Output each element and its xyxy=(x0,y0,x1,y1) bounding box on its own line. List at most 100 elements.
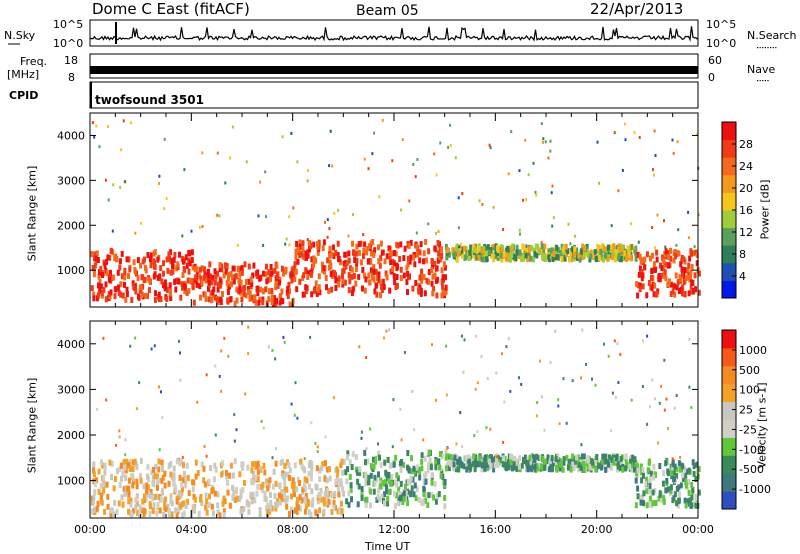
velocity-data-cell xyxy=(261,487,265,493)
power-data-cell xyxy=(133,269,137,275)
velocity-data-cell xyxy=(332,499,336,506)
velocity-data-cell xyxy=(127,491,131,498)
power-data-cell xyxy=(229,271,233,277)
power-data-cell xyxy=(475,247,479,254)
velocity-data-cell xyxy=(630,462,634,469)
nave-key-dot xyxy=(764,80,766,82)
velocity-data-cell xyxy=(550,455,554,461)
power-data-cell xyxy=(652,291,656,298)
velocity-data-cell xyxy=(547,466,551,473)
power-data-cell xyxy=(127,273,130,280)
power-sparse-cell xyxy=(236,243,239,247)
power-data-cell xyxy=(210,279,214,286)
velocity-data-cell xyxy=(282,474,286,481)
power-data-cell xyxy=(147,277,151,284)
power-data-cell xyxy=(256,285,260,292)
power-sparse-cell xyxy=(284,242,287,246)
velocity-data-cell xyxy=(328,466,331,473)
power-data-cell xyxy=(312,287,316,294)
freq-panel xyxy=(89,53,699,79)
velocity-data-cell xyxy=(395,481,399,488)
power-data-cell xyxy=(258,275,262,282)
velocity-sparse-cell xyxy=(196,400,199,404)
velocity-sparse-cell xyxy=(431,343,433,347)
velocity-data-cell xyxy=(197,511,201,517)
velocity-data-cell xyxy=(113,476,117,482)
power-data-cell xyxy=(479,253,483,260)
velocity-data-cell xyxy=(242,505,246,512)
power-sparse-cell xyxy=(288,243,291,247)
velocity-data-cell xyxy=(573,458,577,465)
velocity-data-cell xyxy=(178,460,182,467)
power-data-cell xyxy=(223,262,227,269)
velocity-data-cell xyxy=(258,507,262,513)
power-data-cell xyxy=(280,298,283,305)
velocity-data-cell xyxy=(398,460,402,467)
power-data-cell xyxy=(480,251,484,258)
velocity-sparse-cell xyxy=(549,360,552,364)
velocity-sparse-cell xyxy=(473,434,476,438)
velocity-sparse-cell xyxy=(445,447,448,450)
velocity-data-cell xyxy=(400,494,404,501)
velocity-data-cell xyxy=(526,459,530,466)
velocity-data-cell xyxy=(325,477,329,484)
velocity-data-cell xyxy=(127,498,131,505)
power-data-cell xyxy=(278,279,281,286)
velocity-data-cell xyxy=(184,475,188,482)
velocity-data-cell xyxy=(378,496,382,503)
velocity-data-cell xyxy=(444,449,448,456)
power-data-cell xyxy=(195,281,199,288)
power-data-cell xyxy=(518,249,522,256)
power-data-cell xyxy=(597,254,601,261)
power-data-cell xyxy=(599,248,603,255)
power-data-cell xyxy=(393,279,397,285)
power-sparse-cell xyxy=(93,135,96,139)
power-data-cell xyxy=(147,287,151,294)
power-data-cell xyxy=(310,256,314,263)
velocity-data-cell xyxy=(124,467,128,474)
velocity-sparse-cell xyxy=(554,329,557,333)
velocity-data-cell xyxy=(274,505,278,512)
velocity-data-cell xyxy=(591,459,594,466)
velocity-data-cell xyxy=(631,454,635,461)
velocity-data-cell xyxy=(457,466,461,473)
power-sparse-cell xyxy=(551,224,554,228)
power-data-cell xyxy=(392,250,396,256)
power-data-cell xyxy=(529,255,533,262)
power-data-cell xyxy=(672,250,676,257)
velocity-data-cell xyxy=(681,463,685,470)
power-data-cell xyxy=(460,252,464,259)
power-data-cell xyxy=(540,252,544,259)
velocity-data-cell xyxy=(420,458,424,465)
power-data-cell xyxy=(108,254,112,261)
power-sparse-cell xyxy=(489,146,492,150)
power-data-cell xyxy=(362,247,366,254)
velocity-data-cell xyxy=(603,458,607,465)
power-data-cell xyxy=(669,255,673,262)
velocity-data-cell xyxy=(212,476,216,483)
velocity-data-cell xyxy=(91,508,95,515)
power-data-cell xyxy=(555,245,559,252)
velocity-sparse-cell xyxy=(663,358,666,362)
velocity-sparse-cell xyxy=(509,389,512,393)
velocity-data-cell xyxy=(541,455,545,462)
velocity-sparse-cell xyxy=(585,363,587,366)
velocity-sparse-cell xyxy=(271,349,274,352)
velocity-sparse-cell xyxy=(502,440,505,444)
velocity-data-cell xyxy=(222,508,226,515)
velocity-data-cell xyxy=(512,461,516,468)
power-data-cell xyxy=(95,295,99,302)
velocity-data-cell xyxy=(526,456,530,463)
power-data-cell xyxy=(643,256,647,263)
velocity-data-cell xyxy=(467,454,471,461)
velocity-data-cell xyxy=(167,463,171,469)
velocity-data-cell xyxy=(504,461,508,468)
power-sparse-cell xyxy=(638,136,641,139)
nsearch-key-dot xyxy=(762,47,764,49)
velocity-data-cell xyxy=(110,474,113,480)
power-sparse-cell xyxy=(522,198,525,202)
velocity-sparse-cell xyxy=(95,407,98,411)
power-data-cell xyxy=(431,273,435,280)
velocity-sparse-cell xyxy=(316,445,319,449)
velocity-data-cell xyxy=(320,465,324,472)
